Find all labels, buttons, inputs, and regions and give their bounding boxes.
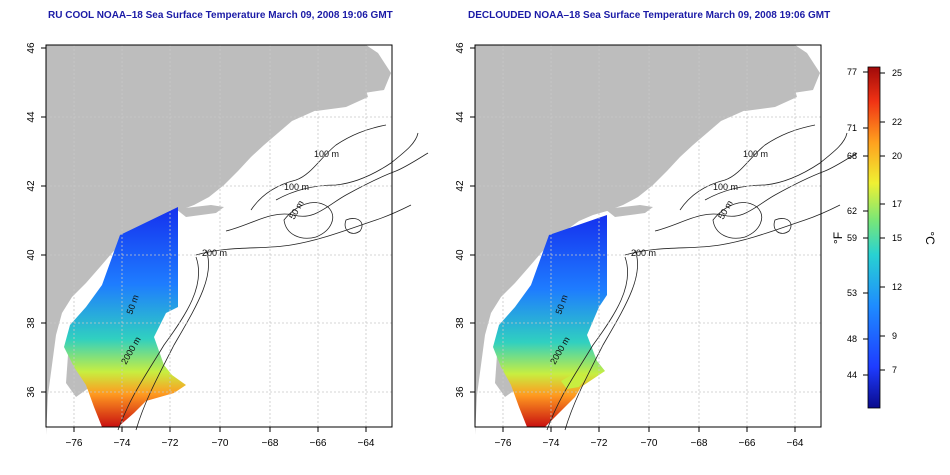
x-tick-label: −68 <box>691 438 708 449</box>
colorbar-ticks <box>863 71 885 376</box>
y-tick-label: 38 <box>455 317 466 329</box>
x-tick-label: −76 <box>66 438 83 449</box>
right-contour-label: 100 m <box>713 182 738 192</box>
fahrenheit-tick-label: 59 <box>847 233 857 243</box>
right-sst-swath <box>493 215 607 427</box>
y-tick-label: 44 <box>26 111 37 123</box>
fahrenheit-tick-label: 62 <box>847 206 857 216</box>
right-y-axis: 36 38 40 42 44 46 <box>455 42 475 398</box>
right-panel-title: DECLOUDED NOAA–18 Sea Surface Temperatur… <box>468 10 831 21</box>
left-map-panel: 100 m 100 m 50 m 200 m 50 m 2000 m <box>45 44 429 435</box>
celsius-tick-label: 7 <box>892 365 897 375</box>
y-tick-label: 40 <box>26 249 37 261</box>
left-contour-label: 100 m <box>284 182 309 192</box>
y-tick-label: 42 <box>455 180 466 192</box>
y-tick-label: 46 <box>455 42 466 54</box>
x-tick-label: −66 <box>739 438 756 449</box>
right-warm-patch <box>561 373 587 389</box>
fahrenheit-unit-label: °F <box>831 232 845 244</box>
left-sst-swath <box>64 207 186 427</box>
x-tick-label: −72 <box>162 438 179 449</box>
right-gridlines <box>475 45 821 427</box>
x-tick-label: −72 <box>591 438 608 449</box>
right-contour-label: 200 m <box>631 248 656 258</box>
colorbar: 77 71 68 62 59 53 48 44 25 22 20 17 15 1… <box>831 66 937 409</box>
x-tick-label: −74 <box>543 438 560 449</box>
celsius-tick-label: 20 <box>892 151 902 161</box>
celsius-tick-label: 22 <box>892 117 902 127</box>
y-tick-label: 40 <box>455 249 466 261</box>
celsius-tick-label: 25 <box>892 68 902 78</box>
x-tick-label: −64 <box>787 438 804 449</box>
y-tick-label: 38 <box>26 317 37 329</box>
fahrenheit-tick-label: 68 <box>847 151 857 161</box>
celsius-unit-label: °C <box>923 231 937 245</box>
y-tick-label: 36 <box>26 386 37 398</box>
left-y-axis: 36 38 40 42 44 46 <box>26 42 46 398</box>
fahrenheit-tick-label: 77 <box>847 67 857 77</box>
fahrenheit-tick-label: 44 <box>847 370 857 380</box>
y-tick-label: 36 <box>455 386 466 398</box>
left-panel-title: RU COOL NOAA–18 Sea Surface Temperature … <box>48 10 393 21</box>
left-contour-label: 200 m <box>202 248 227 258</box>
right-x-axis: −76 −74 −72 −70 −68 −66 −64 <box>475 426 821 449</box>
fahrenheit-tick-label: 48 <box>847 334 857 344</box>
x-tick-label: −74 <box>114 438 131 449</box>
y-tick-label: 46 <box>26 42 37 54</box>
left-gridlines <box>46 45 392 427</box>
y-tick-label: 44 <box>455 111 466 123</box>
fahrenheit-tick-label: 71 <box>847 123 857 133</box>
right-contour-label: 100 m <box>743 149 768 159</box>
right-map-panel: 100 m 100 m 50 m 200 m 50 m 2000 m <box>474 44 858 435</box>
x-tick-label: −64 <box>358 438 375 449</box>
celsius-tick-label: 9 <box>892 331 897 341</box>
celsius-tick-label: 12 <box>892 282 902 292</box>
x-tick-label: −70 <box>212 438 229 449</box>
celsius-tick-label: 15 <box>892 233 902 243</box>
x-tick-label: −68 <box>262 438 279 449</box>
celsius-tick-label: 17 <box>892 199 902 209</box>
left-x-axis: −76 −74 −72 −70 −68 −66 −64 <box>46 426 392 449</box>
fahrenheit-tick-label: 53 <box>847 288 857 298</box>
x-tick-label: −76 <box>495 438 512 449</box>
x-tick-label: −66 <box>310 438 327 449</box>
colorbar-gradient <box>867 66 881 409</box>
left-contour-label: 100 m <box>314 149 339 159</box>
x-tick-label: −70 <box>641 438 658 449</box>
y-tick-label: 42 <box>26 180 37 192</box>
